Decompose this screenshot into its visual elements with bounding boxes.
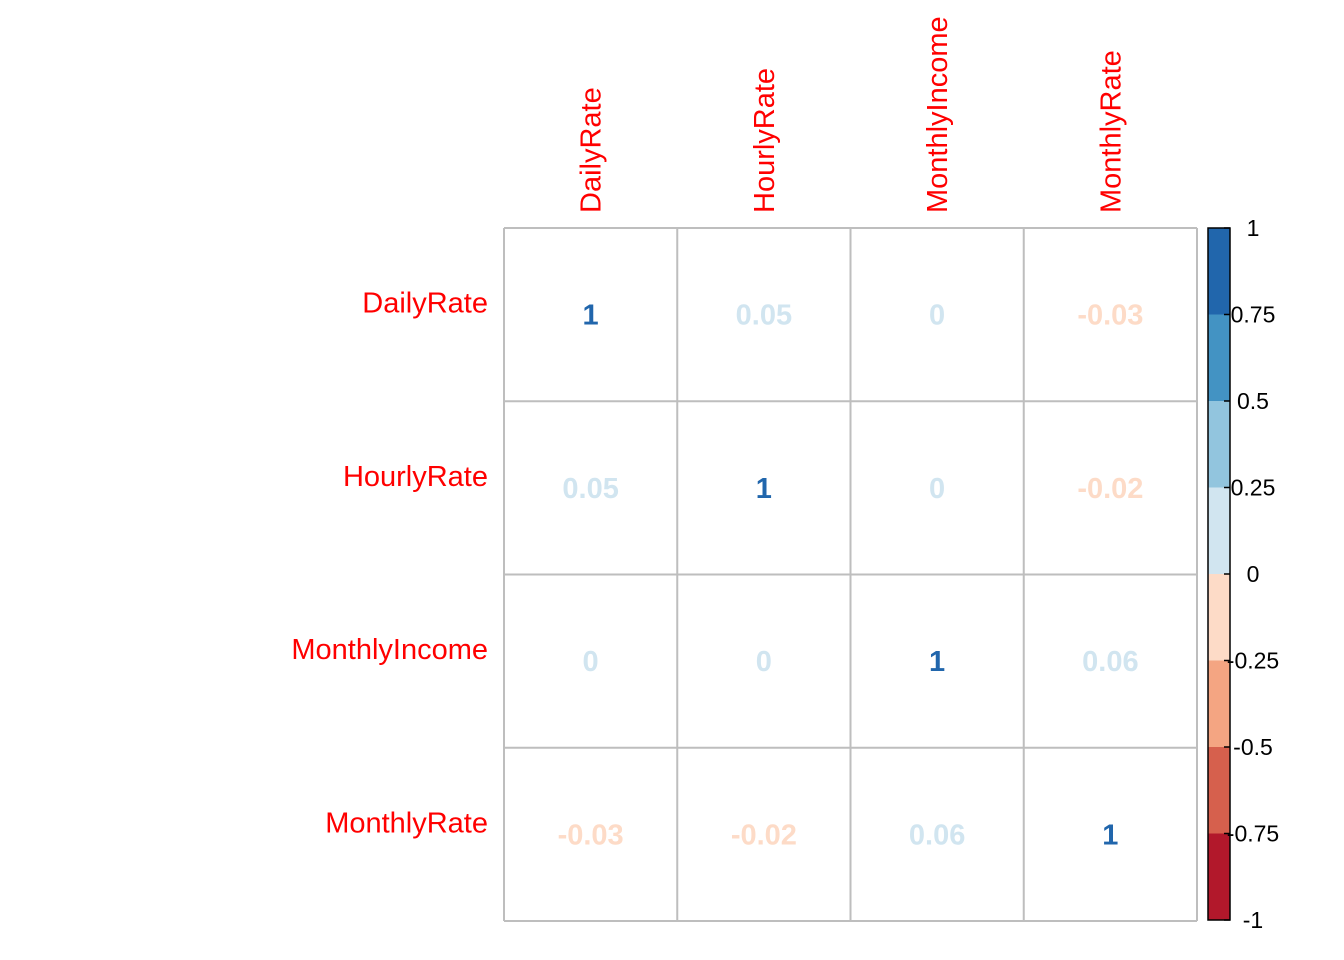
column-label: MonthlyRate	[1095, 50, 1127, 213]
legend-tick-label: -0.25	[1227, 648, 1279, 674]
row-label: MonthlyRate	[325, 807, 488, 839]
row-label: DailyRate	[362, 288, 488, 320]
legend-color-bin	[1208, 228, 1230, 315]
cell-value: 1	[929, 646, 945, 678]
row-labels: DailyRate HourlyRate MonthlyIncome MonthlyR…	[291, 288, 488, 840]
legend-tick-label: -0.5	[1233, 734, 1273, 760]
legend-color-bin	[1208, 401, 1230, 488]
cell-value: -0.02	[731, 819, 797, 851]
cell-value: 1	[756, 473, 772, 505]
cell-values: 1 0.05 0 -0.03 0.05 1 0 -0.02 0 0 1 0.06 -0.03 -0.02 0…	[558, 300, 1144, 852]
legend-color-bin	[1208, 660, 1230, 747]
cell-value: -0.03	[1077, 300, 1143, 332]
row-label: MonthlyIncome	[291, 634, 488, 666]
cell-value: 0	[929, 300, 945, 332]
grid	[503, 227, 1198, 922]
legend-color-bin	[1208, 314, 1230, 401]
cell-value: 0.06	[1082, 646, 1138, 678]
cell-value: 0.05	[562, 473, 618, 505]
cell-value: -0.03	[558, 819, 624, 851]
legend-tick-label: -0.75	[1227, 821, 1279, 847]
cell-value: 0.06	[909, 819, 965, 851]
legend-color-bin	[1208, 747, 1230, 834]
cell-value: -0.02	[1077, 473, 1143, 505]
column-label: DailyRate	[576, 87, 608, 213]
legend-color-bin	[1208, 833, 1230, 920]
legend-tick-label: -1	[1243, 907, 1263, 933]
cell-value: 0	[756, 646, 772, 678]
cell-value: 0	[929, 473, 945, 505]
cell-value: 1	[1102, 819, 1118, 851]
legend-tick-label: 1	[1247, 215, 1260, 241]
cell-value: 0.05	[736, 300, 792, 332]
legend-tick-label: 0	[1247, 561, 1260, 587]
column-labels: DailyRate HourlyRate MonthlyIncome MonthlyR…	[576, 16, 1128, 213]
column-label: MonthlyIncome	[922, 16, 954, 213]
cell-value: 0	[583, 646, 599, 678]
color-legend: 1 0.75 0.5 0.25 0 -0.25 -0.5 -0.75 -1	[1207, 215, 1279, 933]
legend-tick-label: 0.75	[1231, 302, 1276, 328]
cell-value: 1	[583, 300, 599, 332]
legend-color-bin	[1208, 487, 1230, 574]
row-label: HourlyRate	[343, 461, 488, 493]
column-label: HourlyRate	[749, 68, 781, 213]
legend-color-bin	[1208, 574, 1230, 661]
legend-tick-label: 0.5	[1237, 388, 1269, 414]
legend-tick-label: 0.25	[1231, 475, 1276, 501]
